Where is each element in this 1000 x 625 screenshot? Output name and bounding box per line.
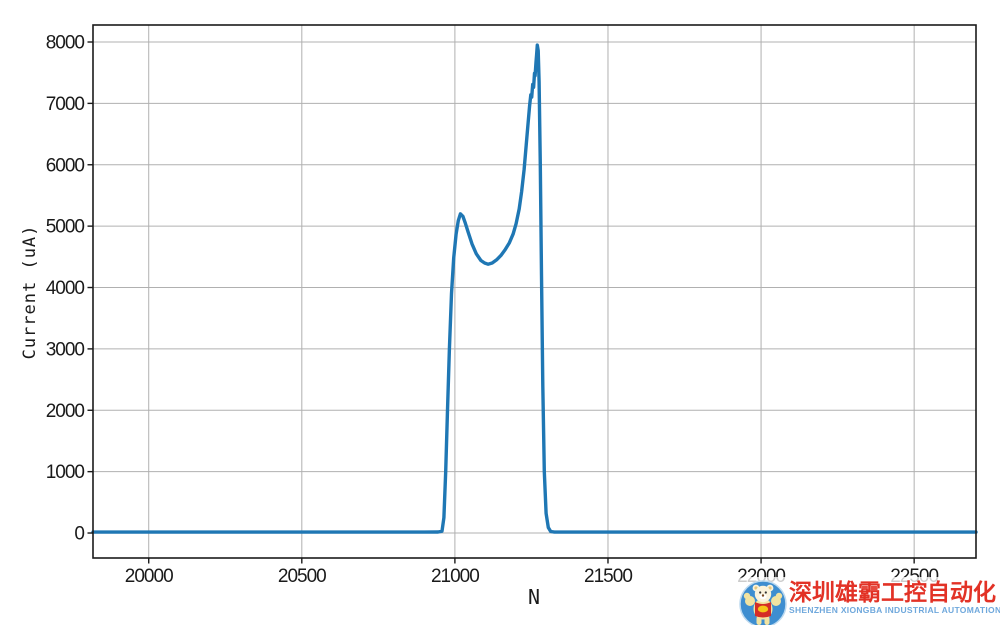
y-tick-label: 5000 bbox=[46, 217, 85, 238]
bear-mascot-icon bbox=[739, 580, 787, 625]
watermark-company-name-en: SHENZHEN XIONGBA INDUSTRIAL AUTOMATION bbox=[789, 605, 1000, 615]
plot-border bbox=[92, 24, 977, 559]
watermark-company-name-cn: 深圳雄霸工控自动化 bbox=[789, 579, 996, 605]
y-tick-label: 7000 bbox=[46, 94, 85, 115]
y-tick-label: 2000 bbox=[46, 401, 85, 422]
x-tick-label: 20000 bbox=[125, 566, 173, 587]
y-tick-label: 6000 bbox=[46, 155, 85, 176]
y-tick-label: 8000 bbox=[46, 33, 85, 54]
y-tick-label: 3000 bbox=[46, 339, 85, 360]
y-tick-label: 0 bbox=[74, 524, 84, 545]
x-tick-label: 20500 bbox=[278, 566, 326, 587]
watermark: 深圳雄霸工控自动化 SHENZHEN XIONGBA INDUSTRIAL AU… bbox=[735, 577, 1000, 625]
y-axis-title: Current (uA) bbox=[20, 224, 40, 360]
x-axis-title: N bbox=[527, 585, 541, 609]
x-tick-label: 21500 bbox=[584, 566, 632, 587]
x-tick-label: 21000 bbox=[431, 566, 479, 587]
series-line bbox=[91, 43, 978, 534]
y-tick-label: 1000 bbox=[46, 462, 85, 483]
y-tick-label: 4000 bbox=[46, 278, 85, 299]
